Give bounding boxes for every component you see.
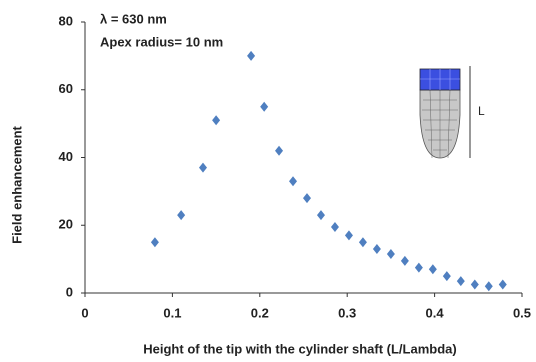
- point: [443, 271, 451, 281]
- point: [373, 244, 381, 254]
- point: [303, 193, 311, 203]
- annotation: λ = 630 nm: [100, 11, 167, 26]
- point: [331, 222, 339, 232]
- point: [289, 176, 297, 186]
- y-tick-label: 20: [59, 217, 73, 232]
- x-tick-label: 0.1: [163, 305, 181, 320]
- point: [345, 230, 353, 240]
- annotation: Apex radius= 10 nm: [100, 34, 223, 49]
- point: [401, 256, 409, 266]
- x-axis-title: Height of the tip with the cylinder shaf…: [143, 341, 456, 356]
- point: [199, 163, 207, 173]
- x-tick-label: 0: [81, 305, 88, 320]
- point: [415, 263, 423, 273]
- point: [359, 237, 367, 247]
- point: [275, 146, 283, 156]
- point: [151, 237, 159, 247]
- point: [317, 210, 325, 220]
- point: [499, 280, 507, 290]
- point: [429, 264, 437, 274]
- y-axis-title: Field enhancement: [9, 125, 24, 243]
- y-tick-label: 80: [59, 13, 73, 28]
- point: [485, 281, 493, 291]
- point: [212, 115, 220, 125]
- y-tick-label: 0: [66, 284, 73, 299]
- annotation: L: [478, 104, 485, 118]
- x-tick-label: 0.4: [426, 305, 445, 320]
- point: [247, 51, 255, 61]
- x-tick-label: 0.3: [338, 305, 356, 320]
- y-tick-label: 60: [59, 81, 73, 96]
- point: [471, 280, 479, 290]
- point: [177, 210, 185, 220]
- chart: λ = 630 nm Apex radius= 10 nm L Field en…: [0, 0, 536, 362]
- point: [387, 249, 395, 259]
- point: [260, 102, 268, 112]
- point: [457, 276, 465, 286]
- x-tick-label: 0.2: [251, 305, 269, 320]
- tip-inset: [420, 66, 470, 158]
- x-tick-label: 0.5: [513, 305, 531, 320]
- y-tick-label: 40: [59, 149, 73, 164]
